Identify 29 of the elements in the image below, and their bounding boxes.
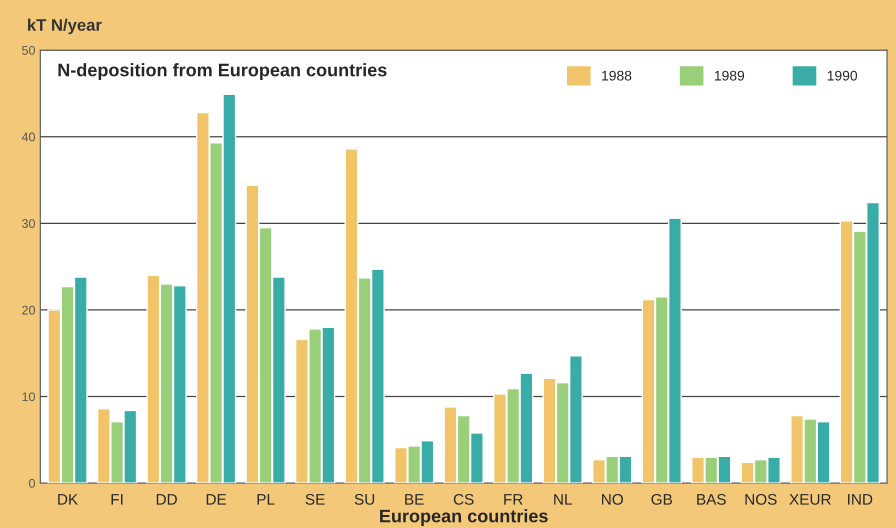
x-tick-label: BE [405, 494, 424, 505]
x-axis-title: European countries [380, 509, 548, 526]
x-tick-label: CS [454, 494, 474, 505]
y-tick-label: 10 [22, 392, 35, 402]
x-tick-label: GB [651, 494, 672, 505]
x-tick-label: DD [156, 494, 177, 505]
x-tick-label: IND [848, 494, 872, 505]
x-tick-label: NOS [745, 494, 777, 505]
y-tick-label: 30 [22, 219, 35, 228]
x-tick-label: SU [354, 494, 374, 505]
y-tick-label: 0 [28, 478, 35, 488]
x-tick-label: DK [58, 494, 78, 505]
y-tick-label: 50 [22, 46, 35, 55]
x-tick-label: BAS [697, 494, 726, 505]
x-tick-label: DE [206, 494, 226, 505]
y-axis-title: kT N/year [28, 18, 102, 34]
legend-label: 1989 [714, 70, 744, 81]
text: N-deposition from European countries [58, 63, 387, 80]
x-tick-label: PL [258, 494, 274, 505]
y-tick-label: 20 [22, 306, 35, 315]
legend-label: 1988 [602, 70, 632, 81]
x-tick-label: NL [554, 494, 572, 505]
x-tick-label: XEUR [789, 494, 831, 505]
legend-label: 1990 [828, 70, 858, 81]
y-tick-label: 40 [22, 132, 35, 142]
x-tick-label: FR [504, 494, 523, 505]
x-tick-label: FI [112, 494, 122, 505]
x-tick-label: NO [602, 494, 623, 505]
x-tick-label: SE [306, 494, 325, 505]
